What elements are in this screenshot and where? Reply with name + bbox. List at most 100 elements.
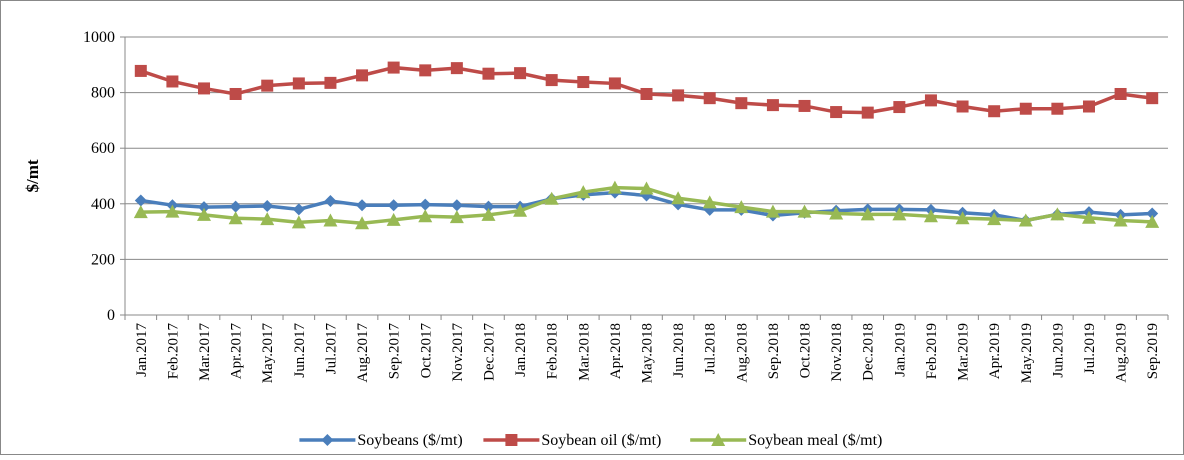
marker [956,100,969,113]
marker [450,199,463,212]
legend-item: Soybean oil ($/mt) [483,432,661,449]
marker [134,194,147,207]
marker [261,200,274,213]
marker [797,204,812,218]
marker [165,204,180,218]
marker [356,199,369,212]
marker [672,89,685,102]
marker [893,101,906,114]
marker [513,203,528,217]
marker [291,215,306,229]
marker [482,200,495,213]
y-tick-label: 400 [91,196,115,213]
marker [924,94,937,107]
marker [1113,213,1128,227]
marker [133,205,148,219]
y-tick-label: 200 [91,251,115,268]
x-tick-label: Jan.2017 [134,323,150,377]
x-tick-label: Oct.2018 [798,323,814,378]
x-tick-label: Jul.2019 [1082,323,1098,374]
x-tick-label: May.2019 [1019,323,1035,383]
marker [261,79,274,92]
x-tick-label: Jun.2019 [1050,323,1066,378]
marker [228,211,243,225]
x-tick-label: Mar.2018 [576,323,592,381]
marker [197,207,212,221]
x-tick-label: Feb.2019 [924,323,940,379]
marker [734,200,749,214]
x-tick-label: Mar.2019 [956,323,972,381]
marker [798,99,811,112]
x-tick-label: Feb.2017 [165,323,181,380]
marker [324,76,337,89]
marker [134,64,147,77]
marker [703,92,716,105]
marker [860,207,875,221]
marker [292,203,305,216]
y-tick-label: 600 [91,140,115,157]
marker [292,77,305,90]
marker [386,212,401,226]
marker [544,191,559,205]
marker [482,67,495,80]
marker [1018,213,1033,227]
legend-item: Soybeans ($/mt) [299,432,463,449]
marker [449,210,464,224]
x-tick-label: Aug.2018 [734,323,750,383]
marker [1081,210,1096,224]
marker [323,213,338,227]
x-tick-label: Jul.2017 [323,323,339,375]
legend-item: Soybean meal ($/mt) [690,432,882,449]
x-tick-label: Jul.2018 [703,323,719,374]
marker [229,87,242,100]
marker [450,62,463,75]
marker [1019,102,1032,115]
marker [766,99,779,112]
marker [545,74,558,87]
x-tick-label: Mar.2017 [197,323,213,381]
marker [988,105,1001,118]
marker [260,212,275,226]
marker [987,212,1002,226]
x-tick-label: Aug.2019 [1114,323,1130,383]
x-tick-label: Nov.2018 [829,323,845,382]
x-tick-label: May.2017 [260,323,276,384]
marker [419,64,432,77]
x-tick-label: Sep.2019 [1145,323,1161,379]
y-tick-label: 1000 [83,29,115,46]
legend-label: Soybeans ($/mt) [357,432,462,449]
marker [514,67,527,80]
y-axis-label: $/mt [23,159,42,192]
marker [640,87,653,100]
marker [418,209,433,223]
marker [481,207,496,221]
marker [198,201,211,214]
x-tick-label: Oct.2017 [418,323,434,379]
marker [735,97,748,110]
marker [356,69,369,82]
marker [387,199,400,212]
marker [1114,87,1127,100]
marker [321,434,334,446]
marker [387,61,400,74]
x-tick-label: Sep.2018 [766,323,782,379]
marker [892,207,907,221]
marker [166,75,179,88]
marker [923,209,938,223]
x-tick-label: Apr.2018 [608,323,624,379]
marker [198,82,211,95]
x-tick-label: Nov.2017 [450,323,466,382]
marker [830,106,843,119]
marker [711,433,726,446]
marker [639,181,654,195]
marker [229,200,242,213]
x-tick-label: Jan.2018 [513,323,529,377]
legend-label: Soybean oil ($/mt) [541,432,661,449]
y-tick-label: 0 [107,307,115,324]
marker [577,76,590,89]
marker [608,77,621,90]
marker [505,434,518,446]
marker [1050,207,1065,221]
x-tick-label: Apr.2019 [987,323,1003,379]
